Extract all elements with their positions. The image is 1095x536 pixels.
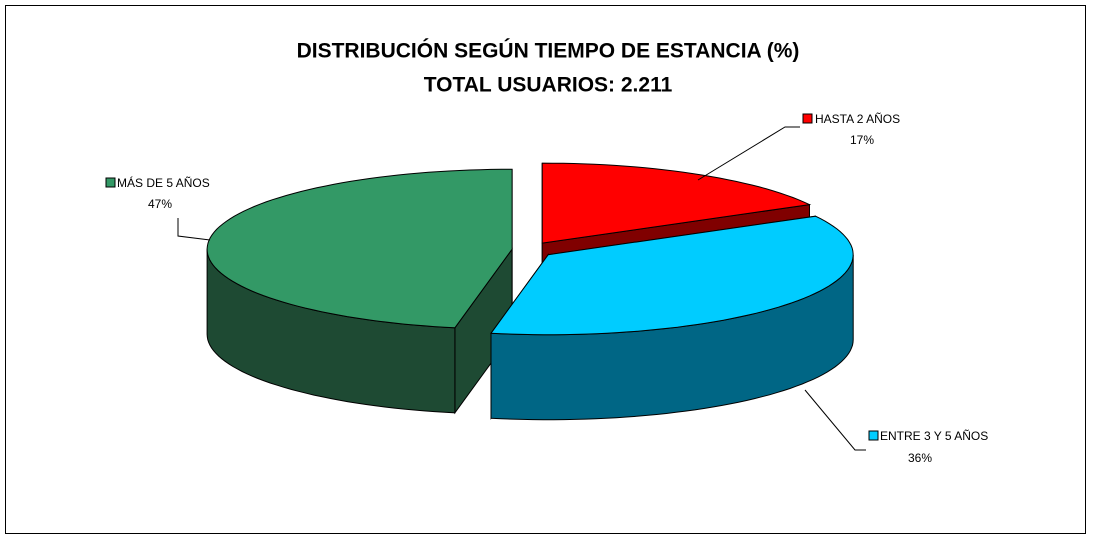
value-label: 47% (148, 197, 172, 211)
category-label: HASTA 2 AÑOS (815, 112, 900, 126)
pie (206, 162, 854, 421)
value-label: 36% (908, 451, 932, 465)
chart-subtitle: TOTAL USUARIOS: 2.211 (424, 74, 673, 97)
legend-swatch (105, 177, 116, 188)
chart-title: DISTRIBUCIÓN SEGÚN TIEMPO DE ESTANCIA (%… (297, 39, 800, 63)
slice (541, 162, 812, 244)
labels: HASTA 2 AÑOS 17% ENTRE 3 Y 5 AÑOS 36% MÁS DE… (105, 112, 988, 465)
value-label: 17% (850, 133, 874, 147)
slice (206, 168, 513, 329)
leader-line (177, 218, 211, 241)
leader-line (804, 389, 866, 451)
legend-swatch (868, 430, 879, 441)
category-label: ENTRE 3 Y 5 AÑOS (880, 429, 988, 443)
leader-line (697, 126, 800, 181)
category-label: MÁS DE 5 AÑOS (117, 175, 210, 190)
legend-swatch (802, 113, 813, 124)
slice (490, 215, 854, 336)
